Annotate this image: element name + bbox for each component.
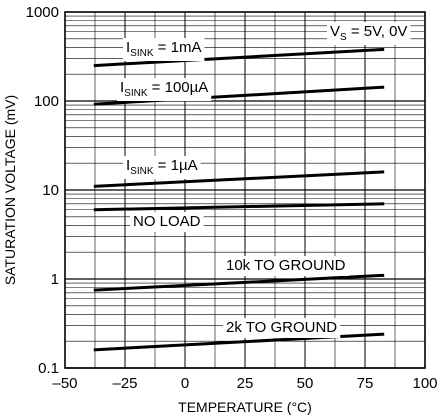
series-line (93, 85, 385, 106)
series-label: ISINK = 1mA (123, 38, 205, 61)
series-label-text: ISINK = 1µA (126, 157, 198, 177)
y-tick-label: 10 (42, 182, 59, 199)
series-label-text: NO LOAD (133, 213, 201, 230)
y-tick-label: 0.1 (38, 360, 59, 377)
x-tick-label: 0 (181, 375, 189, 392)
x-axis-label: TEMPERATURE (°C) (178, 399, 312, 415)
series-line (93, 202, 385, 212)
condition-label: VS = 5V, 0V (327, 22, 411, 45)
label-background (327, 22, 411, 45)
label-background (117, 78, 212, 101)
series-label: ISINK = 1µA (123, 156, 201, 179)
label-background (223, 318, 341, 338)
series-line (93, 170, 385, 188)
series-label-text: ISINK = 1mA (126, 39, 201, 59)
y-tick-label: 1000 (26, 4, 59, 21)
series-labels: ISINK = 1mA ISINK = 100µA ISINK = 1µA NO LO… (117, 22, 411, 338)
tick-labels: –50 –25 0 25 50 75 100 0.1 1 10 100 1000 (26, 4, 438, 392)
x-tick-label: 25 (237, 375, 254, 392)
series-label: ISINK = 100µA (117, 78, 212, 101)
series-line (93, 273, 385, 292)
label-background (130, 212, 204, 232)
grid (65, 12, 425, 369)
plot-border (64, 11, 426, 369)
series-line (93, 47, 385, 68)
label-background (223, 256, 349, 276)
x-tick-label: 100 (412, 375, 437, 392)
y-tick-label: 1 (51, 271, 59, 288)
series-label-text: 10k TO GROUND (226, 257, 346, 274)
x-tick-label: –50 (52, 375, 77, 392)
y-tick-label: 100 (34, 93, 59, 110)
series-label-text: ISINK = 100µA (120, 79, 208, 99)
x-tick-label: 50 (297, 375, 314, 392)
label-background (123, 38, 205, 61)
series-label: NO LOAD (130, 212, 204, 232)
label-background (123, 156, 201, 179)
series-label: 2k TO GROUND (223, 318, 341, 338)
series-label-text: 2k TO GROUND (226, 319, 337, 336)
x-tick-label: 75 (357, 375, 374, 392)
series-label: 10k TO GROUND (223, 256, 349, 276)
x-tick-label: –25 (112, 375, 137, 392)
plot-frame (64, 11, 426, 369)
condition-label-text: VS = 5V, 0V (330, 23, 407, 43)
y-axis-label: SATURATION VOLTAGE (mV) (2, 95, 18, 285)
